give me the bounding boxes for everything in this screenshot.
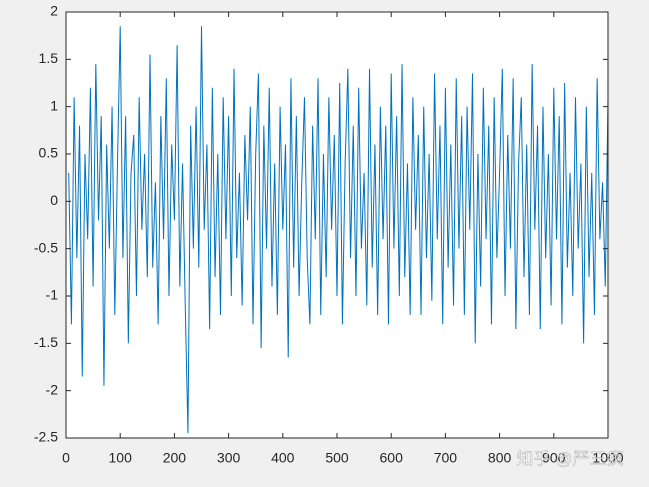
x-tick-label: 900 — [542, 450, 566, 466]
y-tick-label: -0.5 — [34, 239, 58, 255]
x-tick-label: 400 — [271, 450, 295, 466]
x-tick-label: 0 — [62, 450, 70, 466]
plot-area — [66, 12, 608, 438]
x-tick-label: 600 — [380, 450, 404, 466]
x-tick-label: 300 — [217, 450, 241, 466]
x-tick-label: 200 — [163, 450, 187, 466]
y-tick-label: 0 — [50, 192, 58, 208]
y-tick-label: 1.5 — [39, 50, 59, 66]
y-tick-label: -2 — [46, 381, 59, 397]
x-tick-label: 800 — [488, 450, 512, 466]
y-tick-label: -1.5 — [34, 334, 58, 350]
y-tick-label: -1 — [46, 287, 59, 303]
y-tick-label: 2 — [50, 3, 58, 19]
data-line — [68, 26, 609, 434]
y-tick-label: -2.5 — [34, 429, 58, 445]
x-tick-label: 700 — [434, 450, 458, 466]
y-tick-label: 0.5 — [39, 145, 59, 161]
x-tick-label: 100 — [109, 450, 133, 466]
y-tick-label: 1 — [50, 97, 58, 113]
x-tick-label: 1000 — [592, 450, 623, 466]
x-tick-label: 500 — [325, 450, 349, 466]
watermark: 知乎 @严三疯 — [517, 449, 624, 468]
